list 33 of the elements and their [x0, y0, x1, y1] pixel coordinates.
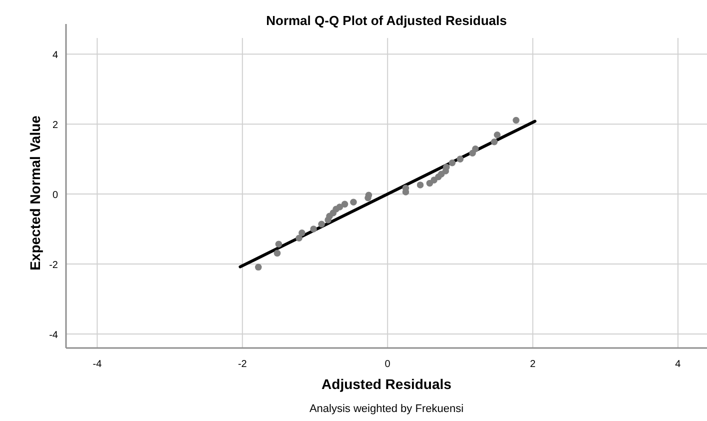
x-tick-label: -2 [238, 359, 248, 370]
point [318, 220, 325, 228]
point [494, 132, 501, 138]
point [490, 138, 498, 146]
text: Analysis weighted by Frekuensi [309, 403, 464, 415]
point [310, 226, 317, 232]
point [350, 198, 357, 206]
point [254, 264, 262, 271]
x-tick-label: -4 [92, 359, 102, 370]
point [274, 250, 281, 257]
point [443, 164, 450, 170]
point [448, 160, 456, 166]
point [512, 116, 520, 124]
point [336, 204, 344, 210]
point [365, 192, 372, 198]
point [275, 240, 282, 248]
y-tick-label: -4 [49, 330, 58, 342]
point [456, 156, 464, 162]
y-tick-label: 0 [52, 190, 58, 202]
y-tick-label: 4 [52, 50, 58, 62]
y-tick-label: -2 [49, 260, 58, 272]
y-tick-label: 2 [52, 120, 58, 132]
x-tick-label: 4 [675, 359, 682, 370]
point [472, 146, 479, 152]
x-axis-title: Adjusted Residuals [322, 376, 452, 392]
y-axis-title: Expected Normal Value [27, 115, 43, 270]
x-tick-label: 0 [384, 359, 391, 370]
point [296, 234, 302, 242]
point [416, 182, 424, 188]
x-tick-label: 2 [530, 359, 536, 370]
point [341, 200, 348, 208]
point [298, 230, 306, 236]
chart-title: Normal Q-Q Plot of Adjusted Residuals [266, 13, 507, 28]
